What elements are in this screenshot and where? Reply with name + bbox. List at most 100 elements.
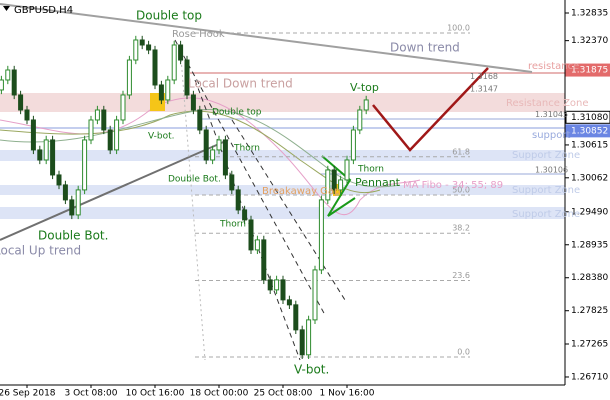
support-zone: [0, 207, 565, 219]
candle-body: [94, 109, 100, 121]
candle-body: [261, 239, 267, 281]
candle-body: [114, 119, 120, 151]
candle-body: [312, 269, 318, 321]
moving-average: [0, 110, 381, 194]
candle-body: [18, 94, 24, 111]
resistance-zone: [0, 93, 565, 112]
candle-body: [306, 319, 312, 356]
level-label: 1.30106: [535, 166, 568, 175]
annotation: Down trend: [390, 41, 460, 55]
price-marker-label: 1.31875: [571, 66, 608, 76]
candle-body: [184, 59, 190, 96]
chart-title: GBPUSD,H4: [14, 5, 73, 16]
candle-body: [248, 219, 254, 251]
candle-body: [344, 159, 350, 181]
candle-body: [146, 44, 152, 51]
candle-body: [254, 239, 260, 251]
price-marker: [565, 63, 610, 77]
candle-body: [152, 49, 158, 86]
candle-body: [101, 109, 107, 131]
candle-body: [139, 39, 145, 46]
candle-body: [210, 149, 216, 161]
candle-body: [197, 109, 203, 131]
candle-body: [318, 199, 324, 271]
x-tick-label: 3 Oct 08:00: [65, 389, 118, 399]
candle-body: [0, 79, 4, 91]
price-marker-label: 1.31080: [571, 113, 608, 123]
candle-body: [88, 119, 94, 141]
annotation: Support Zone: [512, 209, 580, 220]
annotation: resistance: [528, 61, 579, 72]
x-tick-label: 18 Oct 00:00: [190, 389, 249, 399]
x-tick-label: 26 Sep 2018: [0, 389, 56, 399]
icon: [3, 6, 10, 11]
candle-body: [267, 279, 273, 291]
candle-body: [24, 109, 30, 121]
y-tick-label: 1.28935: [571, 240, 608, 250]
candle-body: [107, 129, 113, 151]
candle-body: [82, 139, 88, 191]
candle-body: [331, 169, 337, 191]
candle-body: [350, 129, 356, 161]
y-tick-label: 1.27265: [571, 339, 608, 349]
candle-body: [43, 139, 49, 161]
candle-body: [286, 299, 292, 306]
candle-body: [274, 279, 280, 291]
annotation: Local Down trend: [188, 77, 293, 91]
annotation: Breakaway Gap: [262, 186, 340, 197]
annotation: Thorn: [233, 144, 260, 154]
candle-body: [203, 129, 209, 161]
annotation: Support Zone: [512, 185, 580, 196]
annotation: MA Fibo - 34; 55; 89: [403, 180, 503, 191]
y-tick-label: 1.28380: [571, 273, 608, 283]
candle-body: [75, 189, 81, 216]
price-marker-label: 1.30852: [571, 126, 608, 136]
annotation: support: [532, 130, 570, 141]
candle-body: [357, 109, 363, 131]
fib-label: 23.6: [452, 271, 470, 280]
annotation: Double Bot.: [168, 175, 221, 185]
annotation: Thorn: [219, 220, 246, 230]
candle-body: [37, 149, 43, 161]
trend-line: [0, 3, 533, 73]
candle-body: [120, 94, 126, 121]
candle-body: [190, 94, 196, 111]
y-tick-label: 1.30062: [571, 173, 608, 183]
price-marker: [565, 124, 610, 138]
annotation: Double top: [212, 108, 262, 118]
candle-body: [171, 44, 177, 81]
level-label: 1.3147: [470, 85, 498, 94]
pennant: [321, 155, 356, 217]
annotation: Local Up trend: [0, 244, 81, 258]
y-tick-label: 1.32835: [571, 9, 608, 19]
candle-body: [293, 304, 299, 331]
candle-body: [178, 44, 184, 61]
y-tick-label: 1.30615: [571, 140, 608, 150]
candle-body: [50, 139, 56, 176]
candle-body: [126, 59, 132, 96]
fib-label: 100.0: [447, 24, 470, 33]
annotation: Rose Hook: [172, 29, 225, 40]
fib-label: 38.2: [452, 224, 470, 233]
marker: [333, 184, 342, 196]
annotation: Pennant: [355, 176, 401, 189]
level-label: 1.3168: [470, 72, 498, 81]
candle-body: [5, 69, 11, 81]
candle-body: [11, 69, 17, 96]
candle-body: [280, 279, 286, 301]
support-zone: [0, 150, 565, 161]
x-tick-label: 25 Oct 08:00: [254, 389, 313, 399]
x-tick-label: 10 Oct 16:00: [126, 389, 185, 399]
support-zone: [0, 185, 565, 195]
x-tick-label: 1 Nov 16:00: [320, 389, 375, 399]
fib-label: 0.0: [457, 348, 470, 357]
candle-body: [299, 329, 305, 356]
candle-body: [165, 79, 171, 101]
candle-body: [30, 119, 36, 151]
trend-line: [0, 139, 229, 241]
annotation: Support Zone: [512, 150, 580, 161]
candle-body: [222, 139, 228, 176]
candle-body: [69, 199, 75, 216]
